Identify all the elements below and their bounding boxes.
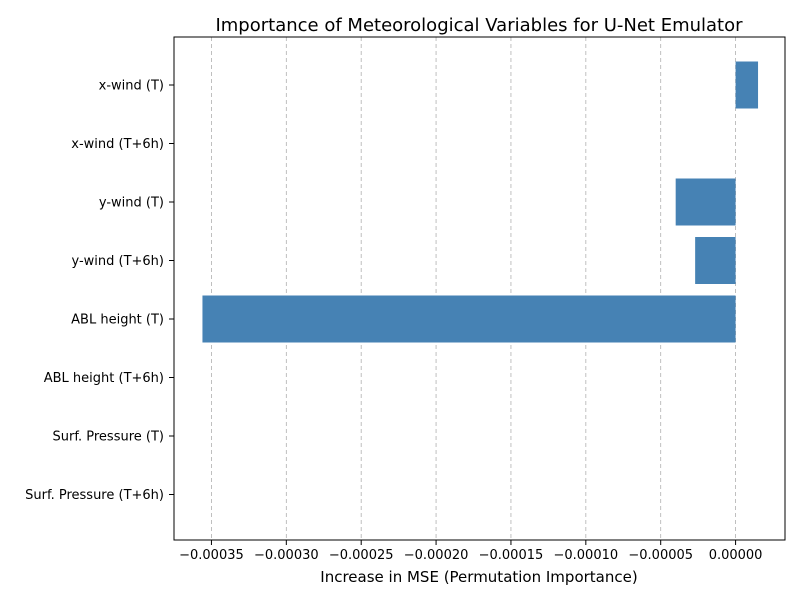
x-tick-label: −0.00005 xyxy=(628,548,693,563)
chart-title: Importance of Meteorological Variables f… xyxy=(215,15,743,36)
x-tick-label: −0.00015 xyxy=(479,548,544,563)
x-tick-label: −0.00030 xyxy=(254,548,319,563)
grid-layer xyxy=(211,37,736,540)
y-category-label: y-wind (T+6h) xyxy=(71,254,164,269)
x-tick-label: −0.00025 xyxy=(329,548,394,563)
bars-layer xyxy=(202,61,759,343)
y-category-label: x-wind (T+6h) xyxy=(71,137,164,152)
x-tick-label: 0.00000 xyxy=(709,548,763,563)
y-category-label: ABL height (T+6h) xyxy=(44,371,164,386)
x-ticks: −0.00035 −0.00030 −0.00025 −0.00020 −0.00015… xyxy=(179,540,762,563)
y-category-label: Surf. Pressure (T) xyxy=(53,430,164,445)
bar xyxy=(695,237,736,284)
bar xyxy=(675,178,736,226)
x-tick-label: −0.00020 xyxy=(404,548,469,563)
y-category-label: y-wind (T) xyxy=(99,196,164,211)
x-tick-label: −0.00010 xyxy=(553,548,618,563)
y-ticks: x-wind (T) x-wind (T+6h) y-wind (T) y-wind … xyxy=(25,79,174,503)
y-category-label: Surf. Pressure (T+6h) xyxy=(25,488,164,503)
plot-frame xyxy=(173,36,786,541)
y-category-label: ABL height (T) xyxy=(71,313,164,328)
y-category-label: x-wind (T) xyxy=(99,79,164,94)
x-tick-label: −0.00035 xyxy=(179,548,244,563)
bar xyxy=(735,61,759,109)
bar xyxy=(202,295,736,343)
x-axis-label: Increase in MSE (Permutation Importance) xyxy=(320,568,637,586)
